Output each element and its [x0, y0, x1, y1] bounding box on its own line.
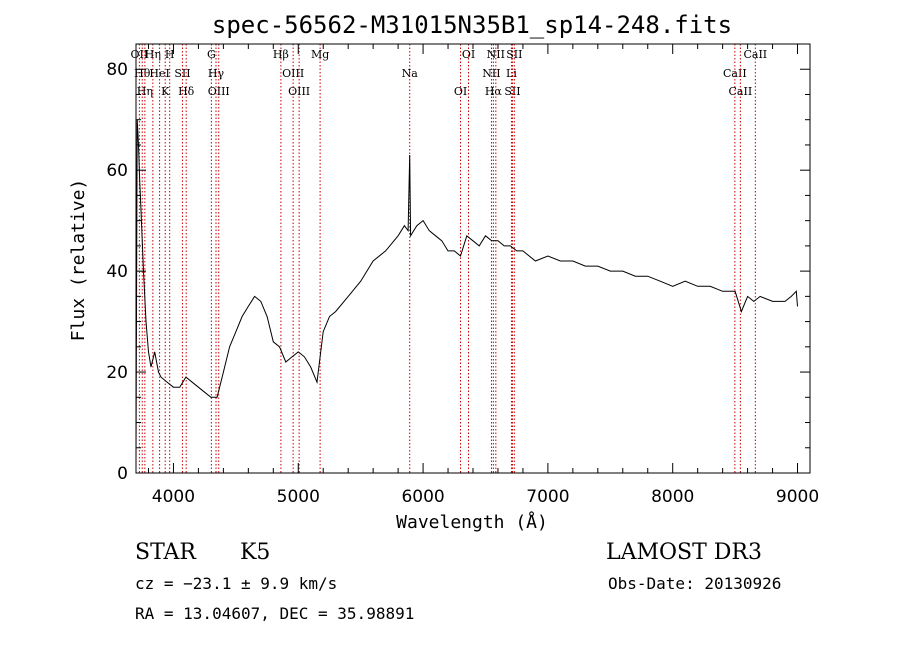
marker-label: CaII — [729, 85, 753, 98]
marker-label: Hγ — [208, 67, 225, 80]
x-tick-label: 8000 — [651, 487, 694, 507]
marker-label: HeI — [149, 67, 169, 80]
y-tick-label: 20 — [106, 363, 128, 383]
survey-name: LAMOST DR3 — [606, 540, 762, 565]
spectrum-line — [135, 119, 798, 458]
y-axis-label: Flux (relative) — [68, 179, 89, 342]
marker-label: H — [165, 48, 175, 61]
x-axis-label: Wavelength (Å) — [396, 511, 548, 533]
marker-label: OIII — [282, 67, 304, 80]
marker-label: CaII — [723, 67, 747, 80]
spectrum-series — [135, 119, 798, 458]
marker-label: Hδ — [178, 85, 195, 98]
x-tick-label: 6000 — [401, 487, 444, 507]
x-tick-label: 7000 — [526, 487, 569, 507]
plot-frame — [135, 43, 811, 474]
marker-label: Na — [402, 67, 419, 80]
marker-label: SII — [174, 67, 190, 80]
y-tick-label: 60 — [106, 161, 128, 181]
marker-label: Hη — [145, 48, 161, 61]
marker-label: Hθ — [134, 67, 151, 80]
marker-label: G — [207, 48, 216, 61]
marker-label: Hη — [137, 85, 153, 98]
marker-label: NII — [487, 48, 505, 61]
object-class: STAR — [135, 540, 197, 565]
marker-label: Li — [506, 67, 517, 80]
marker-label: SII — [506, 48, 522, 61]
marker-label: OIII — [208, 85, 230, 98]
marker-label: OI — [454, 85, 467, 98]
chart-title: spec-56562-M31015N35B1_sp14-248.fits — [212, 11, 732, 39]
obs-date-text: Obs-Date: 20130926 — [608, 574, 781, 593]
coords-text: RA = 13.04607, DEC = 35.98891 — [135, 604, 414, 623]
marker-label: OIII — [288, 85, 310, 98]
marker-label: SII — [504, 85, 520, 98]
x-tick-label: 9000 — [776, 487, 819, 507]
x-tick-label: 4000 — [152, 487, 195, 507]
y-tick-label: 40 — [106, 262, 128, 282]
marker-label: Hα — [485, 85, 503, 98]
y-axis: 0 20 40 60 80 — [106, 43, 810, 484]
marker-label: OI — [462, 48, 475, 61]
object-subclass: K5 — [240, 540, 270, 565]
y-tick-label: 80 — [106, 60, 128, 80]
x-tick-label: 5000 — [277, 487, 320, 507]
spectral-line-markers: OII Hθ Hη Hη HeI K H SII Hδ G Hγ OIII Hβ OIII OIII Mg Na… — [131, 44, 767, 473]
marker-label: OII — [131, 48, 149, 61]
marker-label: Hβ — [273, 48, 289, 61]
redshift-text: cz = −23.1 ± 9.9 km/s — [135, 574, 337, 593]
marker-label: NII — [482, 67, 500, 80]
marker-label: CaII — [743, 48, 767, 61]
y-tick-label: 0 — [117, 464, 128, 484]
marker-label: K — [161, 85, 170, 98]
x-axis: 4000 5000 6000 7000 8000 9000 — [147, 44, 819, 507]
marker-label: Mg — [311, 48, 329, 61]
